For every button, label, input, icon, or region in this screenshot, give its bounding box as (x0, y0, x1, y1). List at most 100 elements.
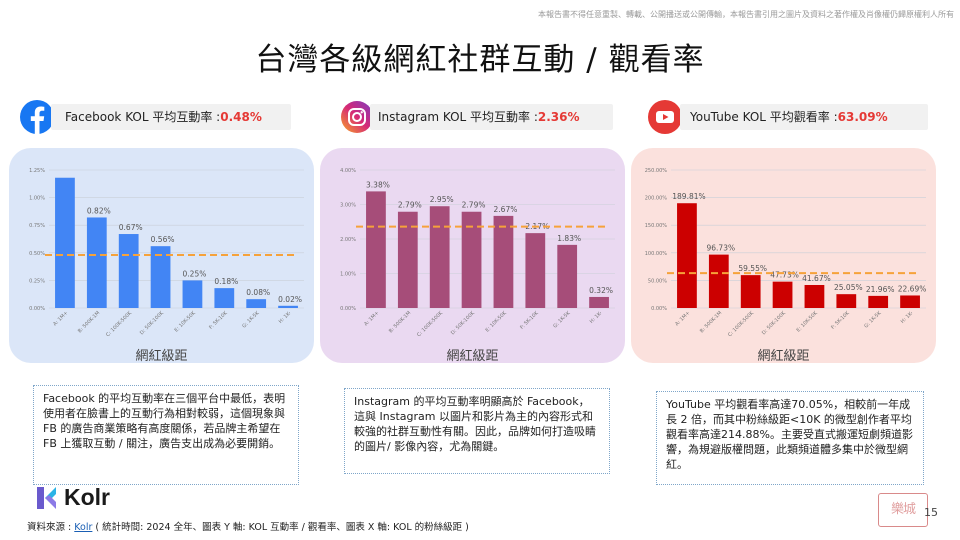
y-tick-label: 150.00% (645, 223, 667, 229)
facebook-note: Facebook 的平均互動率在三個平台中最低，表明使用者在臉書上的互動行為相對… (33, 385, 299, 485)
youtube-kpi: YouTube KOL 平均觀看率 :63.09% (680, 104, 928, 130)
x-tick-label: C: 100K-500K (105, 310, 134, 339)
x-tick-label: B: 500K-1M (388, 310, 412, 334)
source-suffix: ( 統計時間: 2024 全年、圖表 Y 軸: KOL 互動率 / 觀看率、圖表… (95, 522, 469, 533)
page-number: 15 (924, 506, 938, 519)
bar-A: 1M+ (677, 203, 697, 308)
bar-H: 1K- (900, 295, 920, 308)
data-label: 0.25% (183, 269, 207, 278)
data-label: 3.38% (366, 180, 390, 189)
data-label: 41.67% (802, 274, 831, 283)
kolr-mark-icon (37, 486, 56, 509)
data-label: 2.79% (462, 201, 486, 210)
seal-stamp-text: 樂城 (890, 502, 916, 517)
data-label: 0.67% (119, 223, 143, 232)
bar-C: 100K-500K (740, 275, 761, 308)
data-label: 0.08% (246, 288, 270, 297)
bar-C: 100K-500K (118, 234, 139, 308)
y-tick-label: 0.00% (651, 306, 667, 312)
bar-D: 50K-100K (150, 246, 171, 308)
youtube-bar-chart: 0.00% 50.00% 100.00% 150.00% 200.00% 250.00% 1… (645, 168, 927, 339)
bar-G: 1K-5K (246, 299, 267, 308)
bar-A: 1M+ (55, 177, 75, 308)
facebook-icon (20, 100, 54, 134)
instagram-x-axis-title: 網紅級距 (446, 349, 499, 364)
data-label: 0.82% (87, 206, 111, 215)
y-tick-label: 0.00% (340, 306, 356, 312)
y-tick-label: 200.00% (645, 196, 667, 202)
data-label: 47.73% (770, 271, 799, 280)
data-label: 2.67% (494, 205, 518, 214)
bar-B: 500K-1M (86, 217, 107, 308)
youtube-icon (648, 100, 682, 134)
data-label: 21.96% (866, 285, 895, 294)
y-tick-label: 0.25% (29, 278, 45, 284)
data-label: 2.79% (398, 201, 422, 210)
kolr-wordmark: Kolr (64, 484, 110, 510)
x-tick-label: D: 50K-100K (761, 310, 788, 337)
data-label: 0.32% (589, 286, 613, 295)
source-note: 資料來源 : Kolr ( 統計時間: 2024 全年、圖表 Y 軸: KOL … (27, 519, 469, 533)
x-tick-label: E: 10K-50K (796, 310, 820, 334)
facebook-kpi-value: 0.48% (220, 110, 262, 124)
x-tick-label: B: 500K-1M (699, 310, 723, 334)
x-tick-label: H: 1K- (278, 310, 293, 325)
bar-B: 500K-1M (708, 254, 729, 308)
instagram-bar-chart: 0.00% 1.00% 2.00% 3.00% 4.00% 3.38% A: 1M+ 2.79… (340, 168, 615, 338)
x-tick-label: A: 1M+ (52, 310, 69, 327)
instagram-kpi-value: 2.36% (537, 110, 580, 124)
source-link[interactable]: Kolr (74, 522, 93, 533)
bar-E: 10K-50K (804, 284, 825, 308)
data-label: 0.02% (278, 295, 302, 304)
y-tick-label: 4.00% (340, 168, 356, 174)
y-tick-label: 1.00% (340, 272, 356, 278)
y-tick-label: 1.25% (29, 168, 45, 174)
bar-G: 1K-5K (557, 244, 578, 308)
disclaimer-text: 本報告書不得任意重製、轉載、公開播送或公開傳輸，本報告書引用之圖片及資料之著作權… (538, 10, 954, 19)
data-label: 1.83% (557, 234, 581, 243)
x-tick-label: A: 1M+ (674, 310, 691, 327)
youtube-note: YouTube 平均觀看率高達70.05%，相較前一年成長 2 倍，而其中粉絲級… (656, 391, 924, 485)
data-label: 22.69% (898, 284, 927, 293)
facebook-bar-chart: 0.00% 0.25% 0.50% 0.75% 1.00% 1.25% A: 1M+ 0.82… (29, 168, 304, 339)
youtube-kpi-value: 63.09% (837, 110, 888, 124)
bar-D: 50K-100K (772, 281, 793, 308)
bar-A: 1M+ (366, 191, 386, 308)
x-tick-label: D: 50K-100K (450, 310, 477, 337)
instagram-kpi-label: Instagram KOL 平均互動率 : (378, 110, 538, 124)
x-tick-label: E: 10K-50K (485, 310, 509, 334)
y-tick-label: 0.50% (29, 251, 45, 257)
y-tick-label: 100.00% (645, 251, 667, 257)
x-tick-label: G: 1K-5K (241, 310, 261, 330)
x-tick-label: C: 100K-500K (727, 310, 756, 339)
x-tick-label: E: 10K-50K (174, 310, 198, 334)
data-label: 25.05% (834, 283, 863, 292)
instagram-note: Instagram 的平均互動率明顯高於 Facebook，這與 Instagr… (344, 388, 610, 474)
data-label: 0.56% (151, 235, 175, 244)
kolr-logo: Kolr (34, 484, 110, 511)
y-tick-label: 50.00% (648, 278, 667, 284)
instagram-chart-panel: 0.00% 1.00% 2.00% 3.00% 4.00% 3.38% A: 1M+ 2.79… (320, 148, 625, 363)
y-tick-label: 1.00% (29, 196, 45, 202)
x-tick-label: G: 1K-5K (863, 310, 883, 330)
x-tick-label: F: 5K-10K (519, 310, 540, 331)
x-tick-label: F: 5K-10K (830, 310, 851, 331)
data-label: 189.81% (672, 192, 705, 201)
x-tick-label: H: 1K- (589, 310, 604, 325)
bar-D: 50K-100K (461, 211, 482, 308)
instagram-icon (340, 100, 374, 134)
source-prefix: 資料來源 : (27, 522, 72, 533)
page-title: 台灣各級網紅社群互動 / 觀看率 (255, 42, 705, 78)
bar-E: 10K-50K (493, 215, 514, 308)
data-label: 59.55% (738, 264, 767, 273)
x-tick-label: H: 1K- (900, 310, 915, 325)
seal-stamp: 樂城 (878, 493, 928, 527)
facebook-chart-panel: 0.00% 0.25% 0.50% 0.75% 1.00% 1.25% A: 1M+ 0.82… (9, 148, 314, 363)
facebook-x-axis-title: 網紅級距 (135, 349, 188, 364)
facebook-kpi: Facebook KOL 平均互動率 :0.48% (51, 104, 291, 130)
youtube-x-axis-title: 網紅級距 (757, 349, 810, 364)
data-label: 2.95% (430, 195, 454, 204)
data-label: 0.18% (214, 277, 238, 286)
bar-G: 1K-5K (868, 295, 889, 308)
youtube-chart-panel: 0.00% 50.00% 100.00% 150.00% 200.00% 250.00% 1… (631, 148, 936, 363)
